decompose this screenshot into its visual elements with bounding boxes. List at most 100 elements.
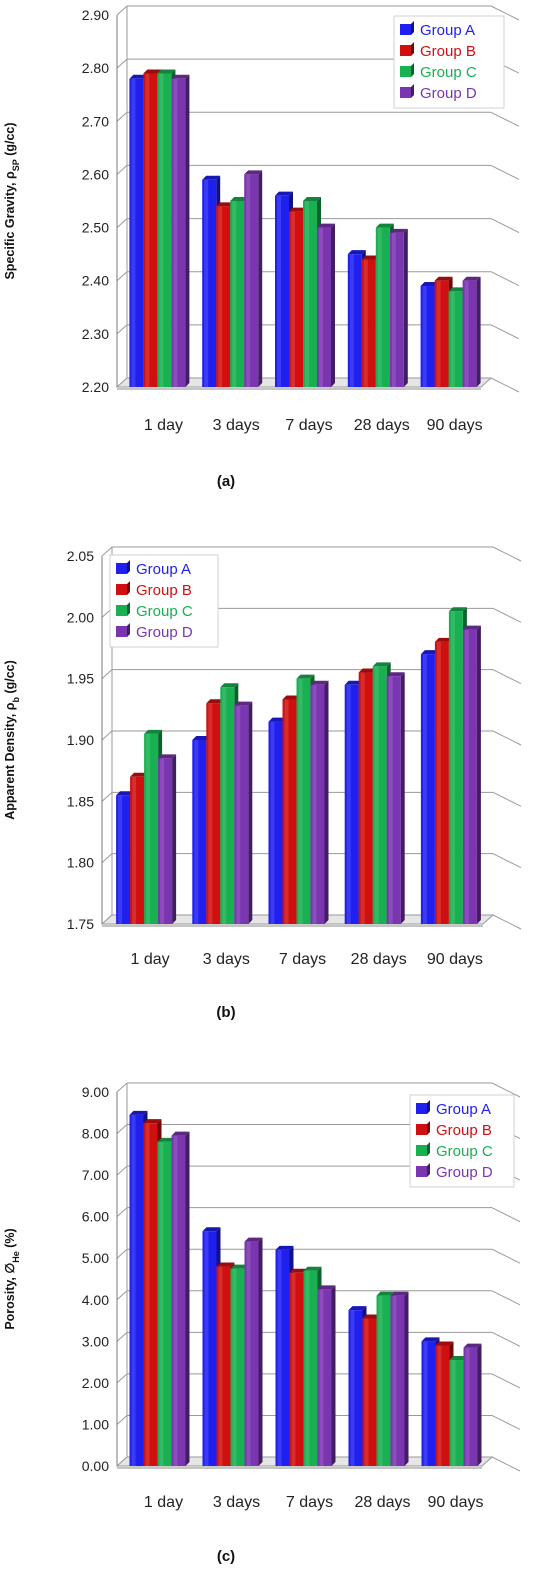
bar-group-d-3-days: [244, 1237, 263, 1466]
bar-group-d-7-days: [317, 223, 335, 387]
gridline-diagonal: [116, 1415, 128, 1425]
legend-label: Group A: [420, 22, 475, 39]
gridline-diagonal: [116, 1248, 128, 1259]
legend-item: Group C: [416, 1142, 493, 1160]
y-tick-label: 2.00: [82, 1375, 109, 1391]
gridline-diagonal: [116, 218, 128, 228]
gridline-right: [492, 546, 522, 562]
legend-item: Group A: [400, 21, 475, 39]
bar-group-d-90-days: [462, 276, 481, 387]
legend-item: Group D: [116, 623, 193, 641]
legend-item: Group A: [116, 560, 191, 578]
y-tick-label: 1.90: [67, 732, 94, 748]
gridline-right: [492, 914, 522, 930]
x-category-label: 7 days: [279, 951, 326, 968]
legend-swatch: [116, 605, 127, 616]
y-axis-label: Apparent Density, ρb (g/cc): [3, 660, 21, 820]
x-category-label: 90 days: [427, 417, 483, 434]
chart-panel-a: 2.20 2.30 2.40 2.50 2.60 2.70 2.80 2.90 1 day 3 d…: [0, 0, 539, 520]
gridline-right: [490, 164, 520, 180]
legend: Group A Group B Group C Group D: [109, 554, 219, 648]
gridline-diagonal: [101, 730, 113, 741]
panel-label: (a): [217, 473, 235, 490]
x-category-label: 28 days: [354, 417, 410, 434]
bars: [129, 1110, 482, 1466]
gridline-right: [491, 1082, 521, 1098]
gridline-right: [492, 853, 522, 869]
bar-group-d-1-day: [171, 74, 190, 388]
y-tick-label: 7.00: [82, 1167, 109, 1183]
legend-swatch: [116, 584, 127, 595]
bars: [129, 69, 481, 388]
y-axis-label: Porosity, ∅He (%): [3, 1228, 21, 1329]
y-tick-label: 1.00: [82, 1416, 109, 1432]
gridline-diagonal: [116, 271, 128, 282]
legend-label: Group C: [136, 603, 193, 620]
bar-group-d-90-days: [463, 1343, 482, 1466]
gridline-right: [490, 5, 520, 21]
chart-a-svg: 2.20 2.30 2.40 2.50 2.60 2.70 2.80 2.90 1 day 3 d…: [3, 5, 520, 490]
legend-label: Group A: [436, 1101, 491, 1118]
gridline-right: [490, 111, 520, 127]
y-tick-label: 2.30: [82, 326, 109, 342]
legend-swatch: [400, 45, 411, 56]
gridline-right: [491, 1290, 521, 1306]
gridline-diagonal: [116, 1290, 128, 1301]
y-tick-label: 2.90: [82, 7, 109, 23]
y-tick-label: 2.20: [82, 379, 109, 395]
gridline-diagonal: [116, 1207, 128, 1218]
bar-group-d-7-days: [310, 680, 329, 924]
x-category-label: 1 day: [144, 417, 183, 434]
legend-label: Group C: [420, 64, 477, 81]
y-tick-label: 2.50: [82, 220, 109, 236]
legend-swatch: [400, 24, 411, 35]
chart-c-svg: 0.00 1.00 2.00 3.00 4.00 5.00 6.00 7.00 8.00 9.00…: [3, 1082, 521, 1565]
gridline-diagonal: [116, 111, 128, 122]
gridline-diagonal: [101, 791, 113, 802]
gridline-right: [491, 1331, 521, 1347]
gridline-right: [490, 377, 520, 393]
x-category-label: 1 day: [131, 951, 170, 968]
x-category-label: 3 days: [213, 1494, 260, 1511]
y-tick-label: 1.95: [67, 671, 94, 687]
legend-label: Group D: [420, 85, 477, 102]
legend-item: Group C: [116, 602, 193, 620]
legend-swatch: [416, 1166, 427, 1177]
gridline-diagonal: [116, 1082, 128, 1093]
bar-group-d-7-days: [317, 1285, 336, 1466]
x-category-label: 7 days: [286, 1494, 333, 1511]
panel-label: (b): [216, 1004, 235, 1021]
y-tick-label: 2.80: [82, 60, 109, 76]
y-tick-label: 2.05: [67, 548, 94, 564]
y-tick-label: 1.75: [67, 916, 94, 932]
legend-swatch: [116, 563, 127, 574]
gridline-right: [491, 1248, 521, 1264]
chart-b-svg: 1.75 1.80 1.85 1.90 1.95 2.00 2.05 1 day 3 days 7…: [3, 546, 522, 1021]
gridline-right: [491, 1414, 521, 1430]
gridline-diagonal: [116, 165, 128, 175]
legend-label: Group B: [420, 43, 476, 60]
chart-panel-b: 1.75 1.80 1.85 1.90 1.95 2.00 2.05 1 day 3 days 7…: [0, 520, 539, 1040]
legend-swatch: [400, 66, 411, 77]
gridline-diagonal: [116, 5, 128, 16]
y-tick-label: 0.00: [82, 1458, 109, 1474]
y-tick-label: 6.00: [82, 1209, 109, 1225]
gridline-right: [492, 730, 522, 746]
y-axis-label: Specific Gravity, ρSP (g/cc): [3, 122, 21, 279]
legend-item: Group D: [416, 1163, 493, 1181]
gridline-diagonal: [116, 58, 128, 69]
legend-label: Group D: [136, 624, 193, 641]
gridline-diagonal: [116, 1165, 128, 1176]
bar-group-d-1-day: [158, 754, 177, 924]
bar-group-d-28-days: [389, 228, 408, 387]
bar-group-d-28-days: [386, 672, 405, 924]
legend-label: Group A: [136, 561, 191, 578]
legend-label: Group B: [136, 582, 192, 599]
y-tick-label: 2.40: [82, 273, 109, 289]
panel-label: (c): [217, 1548, 235, 1565]
legend-item: Group B: [416, 1121, 492, 1139]
y-tick-label: 1.80: [67, 855, 94, 871]
x-category-label: 3 days: [203, 951, 250, 968]
bar-group-d-1-day: [171, 1131, 190, 1466]
x-category-label: 28 days: [351, 951, 407, 968]
